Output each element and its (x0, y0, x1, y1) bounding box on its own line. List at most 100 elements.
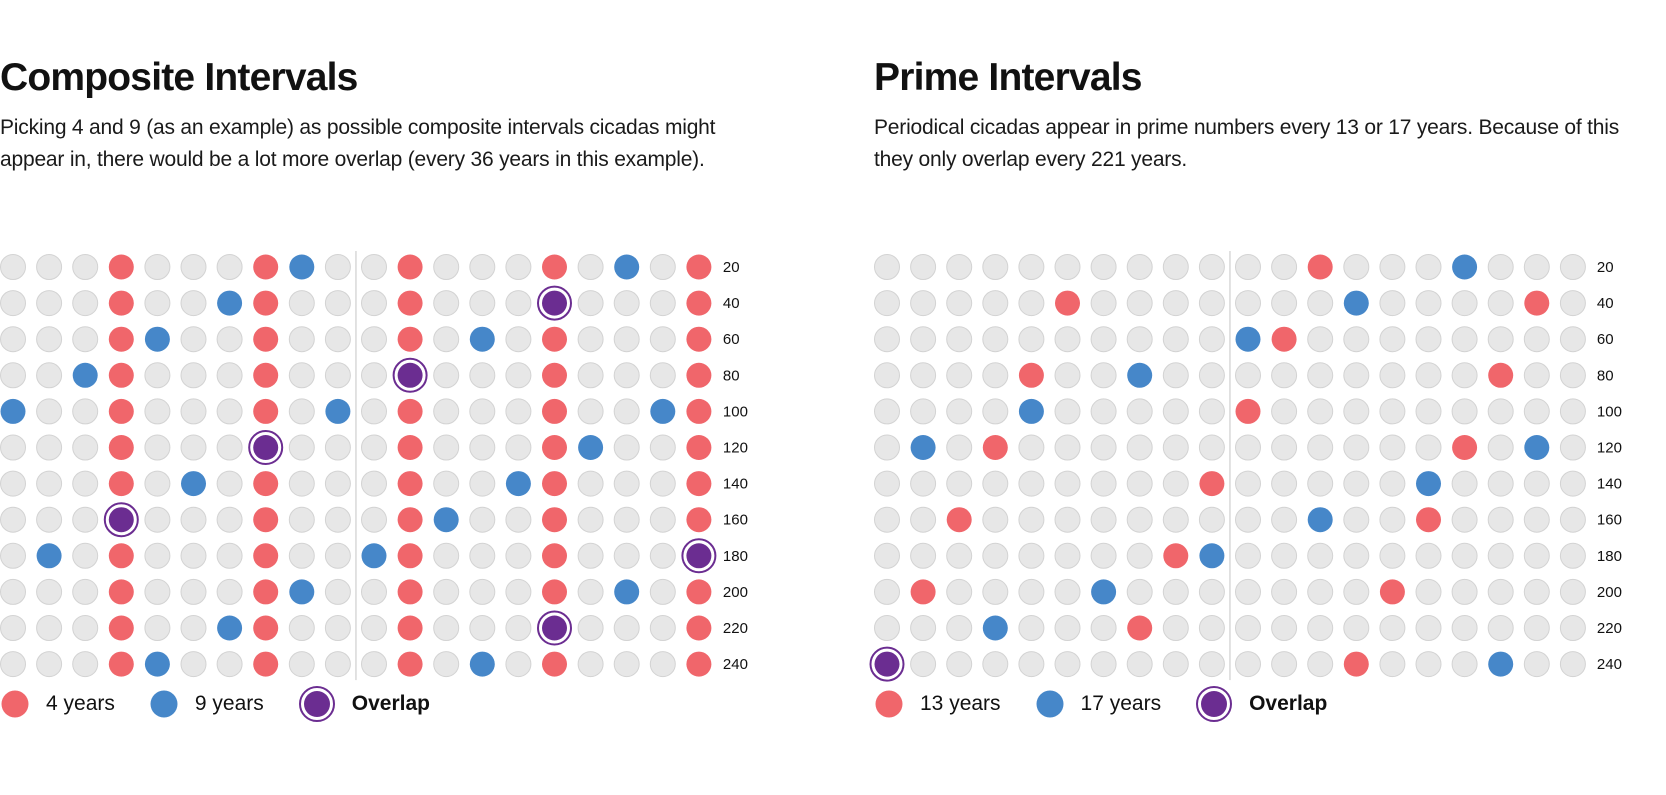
year-dot-empty (1235, 254, 1261, 280)
year-dot-empty (1343, 542, 1370, 569)
year-dot-empty (946, 290, 973, 317)
year-dot-second-interval (614, 579, 640, 605)
row-label: 100 (1597, 403, 1622, 420)
year-dot-empty (946, 434, 973, 461)
year-dot-empty (1162, 398, 1189, 425)
year-dot-first-interval (1018, 362, 1044, 388)
year-dot-empty (1307, 434, 1334, 461)
year-dot-second-interval (144, 326, 170, 352)
year-dot-first-interval (397, 615, 423, 641)
year-dot-empty (0, 434, 26, 461)
year-dot-empty (1054, 470, 1081, 497)
year-dot-empty (216, 578, 243, 605)
year-dot-empty (577, 362, 604, 389)
year-dot-empty (649, 290, 676, 317)
year-dot-empty (505, 651, 532, 678)
year-dot-first-interval (108, 615, 134, 641)
year-dot-first-interval (253, 326, 279, 352)
overlap-ring (537, 285, 572, 321)
year-dot-empty (72, 470, 99, 497)
year-dot-empty (1018, 542, 1045, 569)
overlap-ring (681, 538, 717, 574)
year-dot-empty (910, 326, 937, 353)
year-dot-empty (36, 254, 63, 280)
year-dot-empty (613, 326, 640, 353)
year-dot-empty (649, 254, 676, 280)
year-dot-first-interval (1343, 651, 1369, 677)
year-dot-empty (324, 434, 351, 461)
year-dot-empty (1559, 398, 1586, 425)
year-dot-empty (1090, 362, 1117, 389)
year-dot-first-interval (108, 254, 134, 280)
year-dot-empty (433, 470, 460, 497)
year-dot-empty (1343, 434, 1370, 461)
year-dot-empty (649, 506, 676, 533)
year-dot-empty (613, 651, 640, 678)
year-dot-empty (361, 290, 387, 317)
year-dot-empty (288, 470, 315, 497)
year-dot-empty (144, 290, 171, 317)
year-dot-first-interval (1055, 290, 1080, 316)
year-dot-empty (288, 362, 315, 389)
year-dot-empty (1271, 578, 1298, 605)
year-dot-empty (982, 578, 1009, 605)
year-dot-empty (946, 326, 973, 353)
year-dot-empty (216, 362, 243, 389)
year-dot-empty (324, 651, 351, 678)
year-dot-empty (649, 578, 676, 605)
year-dot-second-interval (1091, 579, 1117, 605)
year-dot-second-interval (1524, 435, 1550, 460)
year-dot-empty (324, 362, 351, 389)
year-dot-empty (1523, 254, 1550, 280)
legend-label-first: 13 years (920, 692, 1001, 715)
year-dot-first-interval (108, 290, 134, 316)
year-dot-empty (361, 434, 387, 461)
year-dot-empty (982, 326, 1009, 353)
year-dot-empty (1487, 326, 1514, 353)
year-dot-empty (180, 434, 207, 461)
year-dot-empty (982, 362, 1009, 389)
year-dot-empty (1487, 434, 1514, 461)
year-dot-empty (1379, 254, 1406, 280)
year-dot-empty (1451, 578, 1478, 605)
year-dot-empty (469, 470, 496, 497)
legend-label-first: 4 years (46, 692, 115, 715)
year-dot-empty (1126, 578, 1153, 605)
year-dot-empty (910, 398, 937, 425)
panel-title: Composite Intervals (0, 56, 358, 99)
year-dot-empty (1090, 434, 1117, 461)
overlap-ring (248, 430, 284, 465)
year-dot-empty (0, 290, 26, 317)
year-dot-empty (180, 615, 207, 641)
year-dot-empty (180, 651, 207, 678)
year-dot-empty (1343, 470, 1370, 497)
row-label: 60 (1597, 331, 1614, 348)
year-dot-empty (0, 326, 26, 353)
year-dot-empty (1523, 578, 1550, 605)
year-dot-empty (36, 290, 63, 317)
year-dot-second-interval (650, 398, 676, 424)
year-dot-empty (1090, 254, 1117, 280)
year-dot-empty (1090, 651, 1117, 678)
year-dot-empty (469, 506, 496, 533)
year-dot-empty (36, 470, 63, 497)
year-dot-empty (1559, 651, 1586, 678)
row-label: 220 (1597, 620, 1622, 637)
year-dot-second-interval (1416, 471, 1441, 497)
row-label: 180 (723, 548, 748, 565)
year-dot-empty (649, 434, 676, 461)
second-interval-swatch (1036, 690, 1064, 718)
row-label: 20 (723, 259, 740, 276)
year-dot-empty (1415, 434, 1442, 461)
year-dot-first-interval (686, 435, 712, 460)
year-dot-empty (577, 326, 604, 353)
year-dot-empty (1559, 254, 1586, 280)
year-dot-empty (1379, 470, 1406, 497)
year-dot-empty (505, 506, 532, 533)
year-dot-empty (1162, 615, 1189, 641)
year-dot-empty (1343, 254, 1370, 280)
year-dot-empty (874, 615, 900, 641)
year-dot-first-interval (686, 651, 712, 677)
year-dot-empty (361, 506, 387, 533)
year-dot-empty (1451, 542, 1478, 569)
